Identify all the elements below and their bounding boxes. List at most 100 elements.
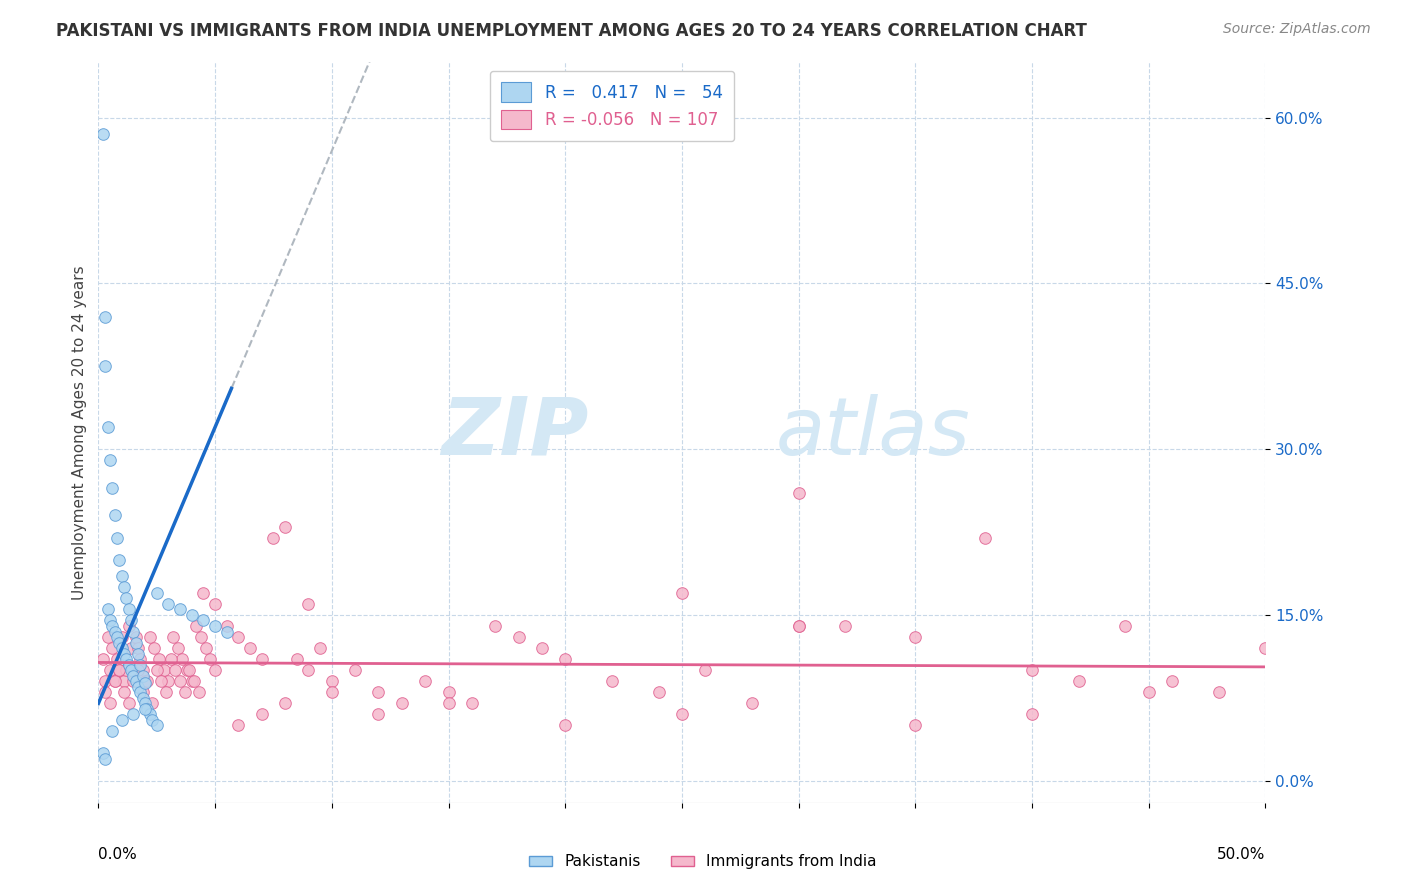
Point xyxy=(112,685,135,699)
Legend: Pakistanis, Immigrants from India: Pakistanis, Immigrants from India xyxy=(523,848,883,875)
Point xyxy=(112,647,135,661)
Point xyxy=(98,697,121,711)
Point xyxy=(141,697,163,711)
Point xyxy=(127,680,149,694)
Text: atlas: atlas xyxy=(775,393,970,472)
Point xyxy=(157,597,180,611)
Point xyxy=(600,674,623,689)
Point xyxy=(1114,619,1136,633)
Point xyxy=(695,663,717,677)
Point xyxy=(94,751,117,765)
Point xyxy=(1137,685,1160,699)
Point xyxy=(125,630,148,644)
Point xyxy=(215,624,238,639)
Point xyxy=(262,531,284,545)
Point xyxy=(122,663,145,677)
Point xyxy=(129,685,152,699)
Point xyxy=(204,663,226,677)
Point xyxy=(173,685,195,699)
Point xyxy=(146,586,169,600)
Point xyxy=(162,630,184,644)
Point xyxy=(111,713,134,727)
Point xyxy=(321,674,343,689)
Point xyxy=(115,652,138,666)
Point xyxy=(127,663,149,677)
Point xyxy=(176,663,198,677)
Point xyxy=(413,674,436,689)
Point xyxy=(367,685,389,699)
Point xyxy=(101,481,124,495)
Point xyxy=(186,619,208,633)
Point xyxy=(165,663,187,677)
Point xyxy=(101,723,124,738)
Point xyxy=(112,674,135,689)
Point xyxy=(111,630,134,644)
Point xyxy=(118,602,141,616)
Legend: R =   0.417   N =   54, R = -0.056   N = 107: R = 0.417 N = 54, R = -0.056 N = 107 xyxy=(489,70,734,141)
Point xyxy=(120,614,142,628)
Point xyxy=(215,619,238,633)
Point xyxy=(118,697,141,711)
Point xyxy=(108,663,131,677)
Point xyxy=(239,641,262,656)
Point xyxy=(129,657,152,672)
Point xyxy=(111,569,134,583)
Point xyxy=(132,669,155,683)
Point xyxy=(508,630,530,644)
Point xyxy=(367,707,389,722)
Point xyxy=(159,652,181,666)
Point xyxy=(190,630,212,644)
Point xyxy=(122,624,145,639)
Point xyxy=(141,713,163,727)
Point xyxy=(172,652,194,666)
Point xyxy=(122,674,145,689)
Point xyxy=(120,641,142,656)
Point xyxy=(484,619,506,633)
Point xyxy=(132,690,155,705)
Point xyxy=(437,685,460,699)
Point xyxy=(274,519,297,533)
Point xyxy=(91,128,114,142)
Point xyxy=(112,580,135,594)
Point xyxy=(179,663,201,677)
Point xyxy=(152,663,174,677)
Point xyxy=(157,674,180,689)
Point xyxy=(148,652,170,666)
Point xyxy=(127,647,149,661)
Point xyxy=(118,657,141,672)
Text: 50.0%: 50.0% xyxy=(1218,847,1265,863)
Point xyxy=(285,652,308,666)
Point xyxy=(129,652,152,666)
Point xyxy=(120,663,142,677)
Point xyxy=(97,630,120,644)
Point xyxy=(146,663,169,677)
Point xyxy=(104,674,127,689)
Point xyxy=(108,635,131,649)
Point xyxy=(146,718,169,732)
Point xyxy=(134,702,156,716)
Point xyxy=(787,486,810,500)
Point xyxy=(132,685,155,699)
Point xyxy=(91,652,114,666)
Point xyxy=(150,674,173,689)
Point xyxy=(143,641,166,656)
Point xyxy=(321,685,343,699)
Point xyxy=(554,718,576,732)
Point xyxy=(180,607,202,622)
Point xyxy=(122,707,145,722)
Point xyxy=(194,641,217,656)
Point xyxy=(115,591,138,606)
Point xyxy=(98,663,121,677)
Point xyxy=(139,630,162,644)
Point xyxy=(122,669,145,683)
Y-axis label: Unemployment Among Ages 20 to 24 years: Unemployment Among Ages 20 to 24 years xyxy=(72,265,87,600)
Point xyxy=(98,614,121,628)
Point xyxy=(111,641,134,656)
Point xyxy=(101,619,124,633)
Text: 0.0%: 0.0% xyxy=(98,847,138,863)
Point xyxy=(104,508,127,523)
Point xyxy=(250,652,273,666)
Point xyxy=(105,630,128,644)
Point xyxy=(127,641,149,656)
Point xyxy=(297,597,319,611)
